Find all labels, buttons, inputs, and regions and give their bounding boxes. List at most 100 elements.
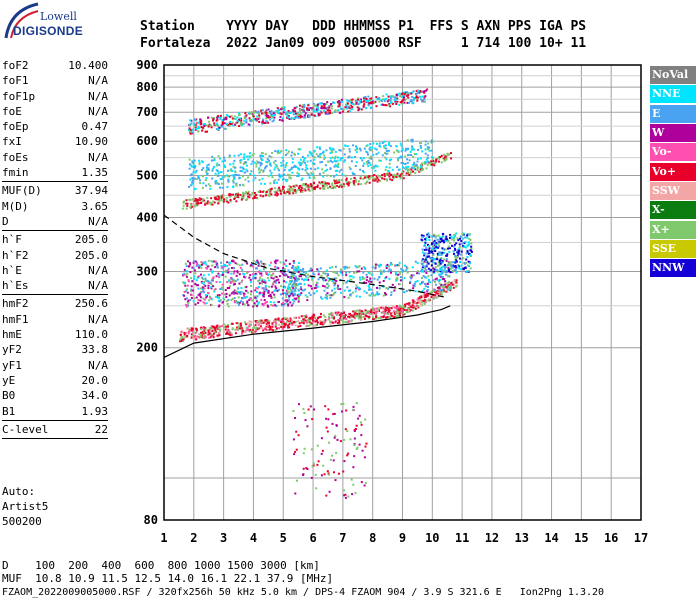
echo-point [406, 158, 409, 161]
echo-point [241, 268, 244, 271]
echo-point [448, 247, 451, 250]
echo-point [227, 325, 229, 328]
echo-point [448, 264, 451, 267]
echo-point [334, 291, 337, 294]
echo-point [276, 289, 279, 292]
echo-point [447, 266, 450, 269]
echo-point [191, 177, 194, 179]
echo-point [328, 106, 331, 109]
echo-point [210, 202, 213, 204]
echo-point [426, 294, 429, 297]
echo-point [217, 297, 220, 299]
echo-point [195, 265, 198, 268]
echo-point [260, 182, 263, 185]
echo-point [388, 143, 391, 146]
scaled-parameters-panel: foF2 10.400 foF1 N/A foF1p N/A foE N/A foEp 0.47 f… [2, 58, 108, 440]
echo-point [423, 90, 426, 93]
echo-point [191, 266, 194, 269]
echo-point [324, 272, 327, 275]
echo-point [226, 329, 229, 332]
echo-point [310, 322, 313, 325]
echo-point [417, 297, 420, 300]
param-value: N/A [88, 263, 108, 277]
echo-point [355, 145, 357, 148]
echo-point [326, 282, 329, 285]
echo-point [386, 307, 389, 309]
legend-item-nne: NNE [650, 85, 696, 104]
echo-point [338, 321, 341, 324]
echo-point [383, 178, 386, 181]
echo-point [257, 112, 260, 115]
echo-point [355, 284, 358, 287]
echo-point [370, 280, 373, 283]
echo-point [334, 109, 337, 112]
echo-point [434, 281, 436, 283]
echo-point [345, 271, 348, 274]
echo-point [375, 153, 378, 156]
echo-point [416, 98, 419, 101]
echo-point [396, 278, 399, 281]
echo-point [391, 102, 394, 105]
echo-point [293, 261, 296, 264]
echo-point [400, 161, 403, 164]
echo-point [299, 148, 302, 151]
echo-point [438, 287, 441, 290]
echo-point [237, 291, 240, 294]
echo-point [425, 264, 428, 267]
echo-point [374, 309, 377, 312]
echo-point [294, 278, 297, 281]
echo-point [291, 283, 294, 286]
echo-point [203, 280, 206, 283]
echo-point [428, 146, 431, 149]
echo-point [208, 265, 210, 268]
echo-point [243, 153, 246, 156]
echo-point [408, 174, 411, 176]
echo-point [233, 115, 236, 118]
echo-point [424, 258, 427, 261]
echo-point [466, 256, 469, 258]
echo-point [406, 309, 409, 311]
echo-point [437, 264, 440, 267]
echo-point [349, 278, 352, 281]
echo-point [402, 162, 404, 165]
echo-point [282, 186, 285, 189]
echo-point [200, 328, 203, 331]
echo-point [210, 279, 213, 282]
echo-point [248, 320, 251, 323]
echo-point [248, 124, 251, 127]
echo-point [214, 331, 217, 334]
echo-point [334, 150, 337, 153]
echo-point [439, 289, 442, 291]
echo-point [339, 159, 342, 162]
echo-point [234, 332, 237, 335]
echo-point [430, 264, 433, 267]
echo-point [276, 109, 279, 112]
echo-point [399, 272, 402, 275]
echo-point [207, 329, 210, 332]
y-tick-label: 800 [136, 80, 158, 94]
echo-point [239, 266, 242, 269]
echo-point [190, 336, 193, 339]
echo-point [439, 268, 442, 271]
echo-point [245, 326, 248, 329]
echo-point [212, 331, 215, 333]
param-row-ye: yE 20.0 [2, 373, 108, 388]
echo-point [241, 124, 244, 127]
echo-point [230, 115, 233, 118]
echo-point [238, 112, 241, 115]
echo-point [254, 289, 257, 292]
echo-point [280, 303, 283, 306]
echo-point [441, 260, 444, 262]
echo-point [243, 294, 245, 297]
echo-point [466, 234, 469, 237]
echo-point [371, 146, 374, 149]
echo-point [200, 198, 203, 201]
echo-point [236, 278, 239, 281]
echo-point [419, 298, 422, 301]
echo-point [464, 267, 467, 269]
echo-point [194, 165, 197, 168]
echo-point [227, 178, 230, 181]
echo-point [282, 189, 285, 192]
echo-point [228, 331, 231, 334]
echo-point [325, 494, 328, 497]
